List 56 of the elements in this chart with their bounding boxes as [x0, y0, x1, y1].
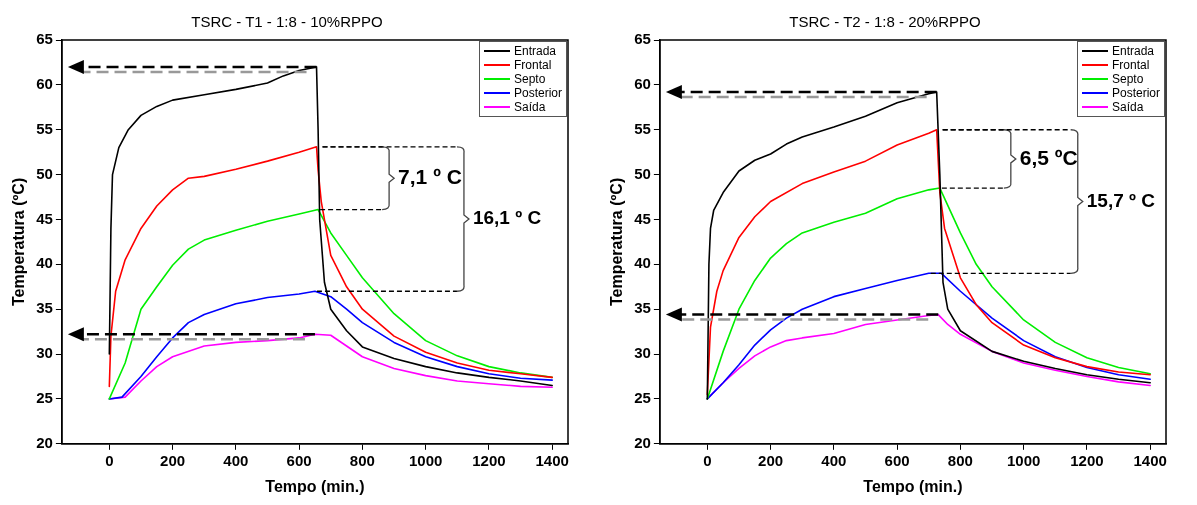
legend-label: Entrada	[1111, 44, 1154, 58]
x-tick-label: 200	[160, 451, 186, 469]
y-tick-label: 50	[36, 164, 53, 182]
y-axis-title: Temperatura (ºC)	[10, 177, 28, 307]
y-tick-label: 40	[634, 254, 651, 272]
y-tick-label: 40	[36, 254, 53, 272]
y-tick-label: 25	[36, 389, 53, 407]
y-tick-label: 60	[36, 75, 53, 93]
x-tick-label: 1200	[1070, 451, 1104, 469]
y-tick-label: 65	[634, 30, 651, 48]
legend-label: Posterior	[513, 86, 562, 100]
annotation: 15,7 º C	[1086, 189, 1156, 211]
chart-title: TSRC - T2 - 1:8 - 20%RPPO	[789, 13, 981, 31]
annotation: 16,1 º C	[472, 207, 542, 229]
y-tick-label: 60	[634, 75, 651, 93]
legend-label: Posterior	[1111, 86, 1160, 100]
legend-label: Frontal	[513, 58, 552, 72]
x-tick-label: 0	[105, 451, 114, 469]
x-tick-label: 200	[758, 451, 784, 469]
y-tick-label: 25	[634, 389, 651, 407]
x-tick-label: 1400	[1133, 451, 1167, 469]
y-tick-label: 45	[634, 209, 651, 227]
y-tick-label: 50	[634, 164, 651, 182]
y-tick-label: 35	[634, 299, 651, 317]
legend-label: Septo	[513, 72, 546, 86]
chart-title: TSRC - T1 - 1:8 - 10%RPPO	[191, 13, 383, 31]
y-tick-label: 30	[634, 344, 651, 362]
y-tick-label: 30	[36, 344, 53, 362]
x-axis-title: Tempo (min.)	[265, 477, 365, 495]
y-tick-label: 55	[634, 119, 651, 137]
x-tick-label: 1000	[1006, 451, 1041, 469]
x-tick-label: 400	[223, 451, 249, 469]
annotation: 6,5 ºC	[1019, 145, 1078, 169]
y-tick-label: 45	[36, 209, 53, 227]
y-tick-label: 20	[36, 433, 53, 451]
legend-label: Septo	[1111, 72, 1144, 86]
x-tick-label: 400	[821, 451, 847, 469]
annotation: 7,1 º C	[398, 164, 462, 188]
y-tick-label: 55	[36, 119, 53, 137]
legend-label: Saída	[513, 100, 546, 114]
x-tick-label: 0	[703, 451, 712, 469]
y-axis-title: Temperatura (ºC)	[608, 177, 626, 307]
y-tick-label: 65	[36, 30, 53, 48]
x-axis-title: Tempo (min.)	[863, 477, 963, 495]
x-tick-label: 600	[286, 451, 312, 469]
legend-label: Entrada	[513, 44, 556, 58]
x-tick-label: 600	[884, 451, 910, 469]
x-tick-label: 800	[349, 451, 375, 469]
x-tick-label: 800	[947, 451, 973, 469]
x-tick-label: 1000	[408, 451, 443, 469]
legend-label: Saída	[1111, 100, 1144, 114]
x-tick-label: 1400	[535, 451, 569, 469]
y-tick-label: 35	[36, 299, 53, 317]
y-tick-label: 20	[634, 433, 651, 451]
legend-label: Frontal	[1111, 58, 1150, 72]
x-tick-label: 1200	[472, 451, 506, 469]
